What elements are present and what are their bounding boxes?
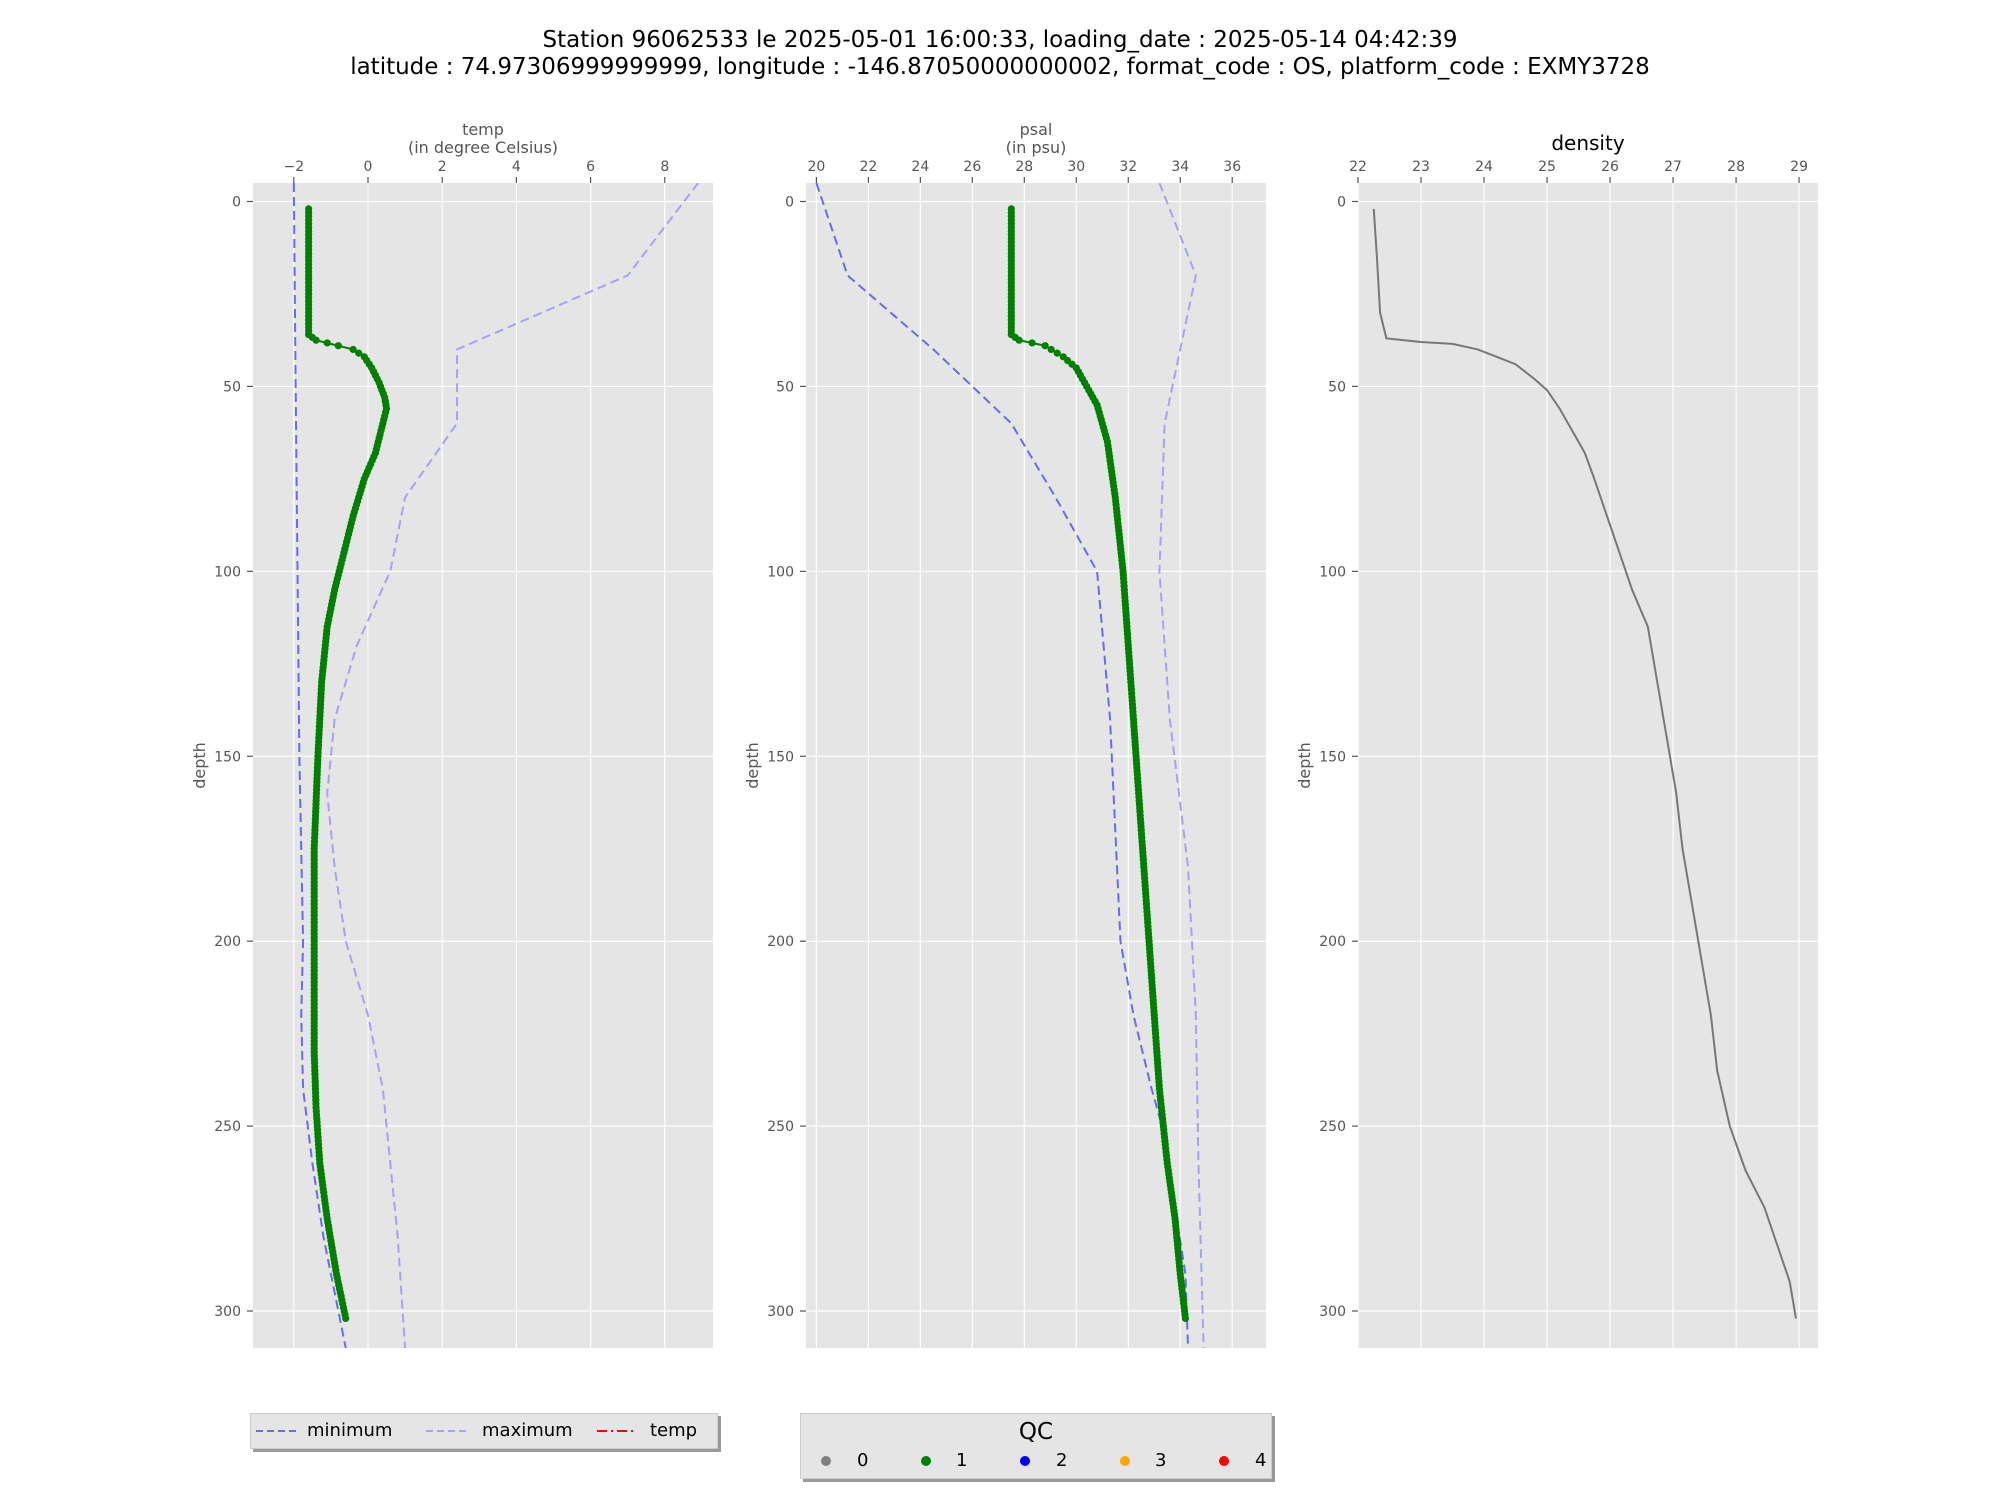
x-tick-label-density: 22 bbox=[1349, 159, 1367, 175]
x-tick-label-density: 26 bbox=[1601, 159, 1619, 175]
x-tick-label-psal: 22 bbox=[859, 159, 877, 175]
y-tick-label-temp: 50 bbox=[223, 379, 241, 395]
x-tick-label-temp: 4 bbox=[512, 159, 521, 175]
x-tick-label-density: 27 bbox=[1664, 159, 1682, 175]
legend-qc-marker-4 bbox=[1219, 1456, 1229, 1466]
legend-qc-entry-1: 1 bbox=[956, 1450, 968, 1471]
y-tick-label-temp: 0 bbox=[232, 194, 241, 210]
y-tick-label-density: 300 bbox=[1319, 1304, 1346, 1320]
x-tick-label-density: 23 bbox=[1412, 159, 1430, 175]
panel-psal: 20 22 24 26 28 30 32 34 36 0 50 100 150 200 250 300 psal… bbox=[743, 120, 1266, 1348]
legend-qc-entry-3: 3 bbox=[1155, 1450, 1167, 1471]
y-tick-label-density: 100 bbox=[1319, 564, 1346, 580]
y-tick-label-psal: 0 bbox=[785, 194, 794, 210]
legend-profiles-lines bbox=[256, 1430, 637, 1432]
y-tick-label-psal: 50 bbox=[776, 379, 794, 395]
x-tick-label-psal: 34 bbox=[1171, 159, 1189, 175]
series-temp-qc1-point bbox=[334, 342, 342, 350]
series-psal-qc1-point bbox=[1028, 339, 1036, 347]
axis-title-temp: temp bbox=[462, 120, 504, 139]
series-temp-qc1-point bbox=[312, 336, 320, 344]
series-temp-qc1-point bbox=[355, 349, 363, 357]
series-psal-qc1-point bbox=[1181, 1314, 1190, 1323]
chart-title-line-1: Station 96062533 le 2025-05-01 16:00:33,… bbox=[542, 27, 1458, 53]
legend-qc-entry-0: 0 bbox=[857, 1450, 869, 1471]
legend-qc-marker-1 bbox=[921, 1456, 931, 1466]
y-tick-label-density: 200 bbox=[1319, 934, 1346, 950]
series-temp-qc1-point bbox=[349, 345, 357, 354]
legend-qc-entry-2: 2 bbox=[1056, 1450, 1068, 1471]
y-tick-label-density: 0 bbox=[1337, 194, 1346, 210]
series-minimum-line-temp bbox=[292, 183, 347, 1348]
x-tick-label-psal: 20 bbox=[807, 159, 825, 175]
series-maximum-line-psal bbox=[1158, 183, 1205, 1348]
y-tick-label-psal: 300 bbox=[767, 1304, 794, 1320]
y-tick-label-temp: 300 bbox=[214, 1304, 241, 1320]
legend-profiles: minimum maximum temp bbox=[250, 1413, 718, 1449]
y-tick-label-temp: 250 bbox=[214, 1119, 241, 1135]
legend-qc-marker-0 bbox=[821, 1456, 831, 1466]
axis-subtitle-psal: (in psu) bbox=[1006, 138, 1067, 157]
series-temp-qc1-point bbox=[323, 339, 331, 347]
x-tick-label-temp: −2 bbox=[283, 159, 304, 175]
legend-entry-maximum: maximum bbox=[482, 1420, 573, 1441]
x-tick-label-psal: 36 bbox=[1223, 159, 1241, 175]
legend-qc-title: QC bbox=[1018, 1419, 1054, 1445]
y-axis-label-temp: depth bbox=[190, 742, 209, 789]
plot-layer-temp bbox=[292, 183, 699, 1348]
legend-entry-temp: temp bbox=[650, 1420, 698, 1441]
y-tick-label-density: 150 bbox=[1319, 749, 1346, 765]
x-tick-label-density: 28 bbox=[1727, 159, 1745, 175]
plot-layer-psal bbox=[815, 183, 1205, 1348]
y-tick-label-psal: 200 bbox=[767, 934, 794, 950]
chart-title-line-2: latitude : 74.97306999999999, longitude … bbox=[350, 54, 1650, 80]
y-axis-label-density: depth bbox=[1295, 742, 1314, 789]
series-psal-qc1-point bbox=[1041, 342, 1049, 350]
y-tick-label-psal: 100 bbox=[767, 564, 794, 580]
y-tick-label-temp: 150 bbox=[214, 749, 241, 765]
legend-qc: QC 0 1 2 3 4 bbox=[800, 1413, 1272, 1479]
x-tick-label-psal: 30 bbox=[1067, 159, 1085, 175]
axis-title-density: density bbox=[1551, 131, 1624, 155]
panel-density: 22 23 24 25 26 27 28 29 0 50 100 150 200 250 300 densit… bbox=[1295, 131, 1818, 1348]
x-tick-label-psal: 24 bbox=[911, 159, 929, 175]
axis-subtitle-temp: (in degree Celsius) bbox=[408, 138, 558, 157]
y-tick-label-psal: 150 bbox=[767, 749, 794, 765]
plot-area-density bbox=[1358, 183, 1818, 1348]
plot-area-psal bbox=[806, 183, 1266, 1348]
x-tick-label-psal: 32 bbox=[1119, 159, 1137, 175]
x-tick-label-density: 29 bbox=[1790, 159, 1808, 175]
x-tick-label-temp: 6 bbox=[586, 159, 595, 175]
x-tick-label-temp: 0 bbox=[364, 159, 373, 175]
x-tick-label-density: 24 bbox=[1475, 159, 1493, 175]
x-tick-label-psal: 26 bbox=[963, 159, 981, 175]
y-tick-label-density: 250 bbox=[1319, 1119, 1346, 1135]
series-psal-qc1-point bbox=[1053, 349, 1061, 357]
axis-title-psal: psal bbox=[1020, 120, 1053, 139]
x-tick-label-temp: 2 bbox=[438, 159, 447, 175]
y-axis-label-psal: depth bbox=[743, 742, 762, 789]
y-tick-label-density: 50 bbox=[1328, 379, 1346, 395]
y-tick-label-temp: 100 bbox=[214, 564, 241, 580]
legend-qc-marker-3 bbox=[1120, 1456, 1130, 1466]
legend-entry-minimum: minimum bbox=[307, 1420, 393, 1441]
series-psal-qc1-point bbox=[1015, 336, 1023, 344]
y-tick-label-temp: 200 bbox=[214, 934, 241, 950]
x-tick-label-psal: 28 bbox=[1015, 159, 1033, 175]
plot-layer-density bbox=[1372, 208, 1797, 1319]
series-psal-qc1-point bbox=[1047, 345, 1055, 354]
x-tick-label-density: 25 bbox=[1538, 159, 1556, 175]
legend-qc-markers bbox=[821, 1456, 1229, 1466]
x-tick-label-temp: 8 bbox=[660, 159, 669, 175]
legend-qc-entry-4: 4 bbox=[1255, 1450, 1267, 1471]
series-density-line-density bbox=[1372, 208, 1797, 1319]
panel-temp: −2 0 2 4 6 8 0 50 100 150 200 250 300 temp(in degree … bbox=[190, 120, 713, 1348]
series-temp-qc1-point bbox=[342, 1314, 350, 1323]
legend-qc-marker-2 bbox=[1020, 1456, 1030, 1466]
y-tick-label-psal: 250 bbox=[767, 1119, 794, 1135]
series-maximum-line-temp bbox=[326, 183, 699, 1348]
